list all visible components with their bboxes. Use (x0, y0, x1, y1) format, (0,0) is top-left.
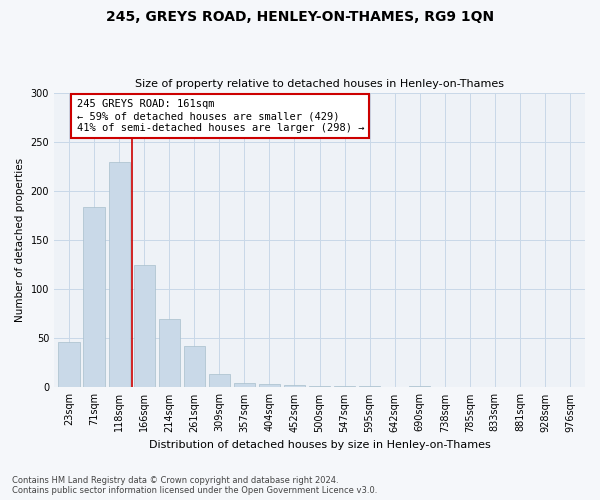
Bar (109, 162, 130, 388)
X-axis label: Distribution of detached houses by size in Henley-on-Thames: Distribution of detached houses by size … (149, 440, 490, 450)
Bar (83, 206, 105, 388)
Title: Size of property relative to detached houses in Henley-on-Thames: Size of property relative to detached ho… (135, 79, 504, 89)
Bar (359, 386, 380, 388)
Bar (309, 386, 330, 388)
Y-axis label: Number of detached properties: Number of detached properties (15, 158, 25, 322)
Bar (158, 318, 180, 388)
Bar (134, 264, 155, 388)
Bar (259, 384, 280, 388)
Text: 245 GREYS ROAD: 161sqm
← 59% of detached houses are smaller (429)
41% of semi-de: 245 GREYS ROAD: 161sqm ← 59% of detached… (77, 100, 364, 132)
Text: 245, GREYS ROAD, HENLEY-ON-THAMES, RG9 1QN: 245, GREYS ROAD, HENLEY-ON-THAMES, RG9 1… (106, 10, 494, 24)
Bar (409, 386, 430, 388)
Bar (184, 346, 205, 388)
Bar (58, 342, 80, 388)
Bar (284, 386, 305, 388)
Bar (334, 386, 355, 388)
Bar (234, 382, 255, 388)
Bar (209, 374, 230, 388)
Text: Contains HM Land Registry data © Crown copyright and database right 2024.
Contai: Contains HM Land Registry data © Crown c… (12, 476, 377, 495)
